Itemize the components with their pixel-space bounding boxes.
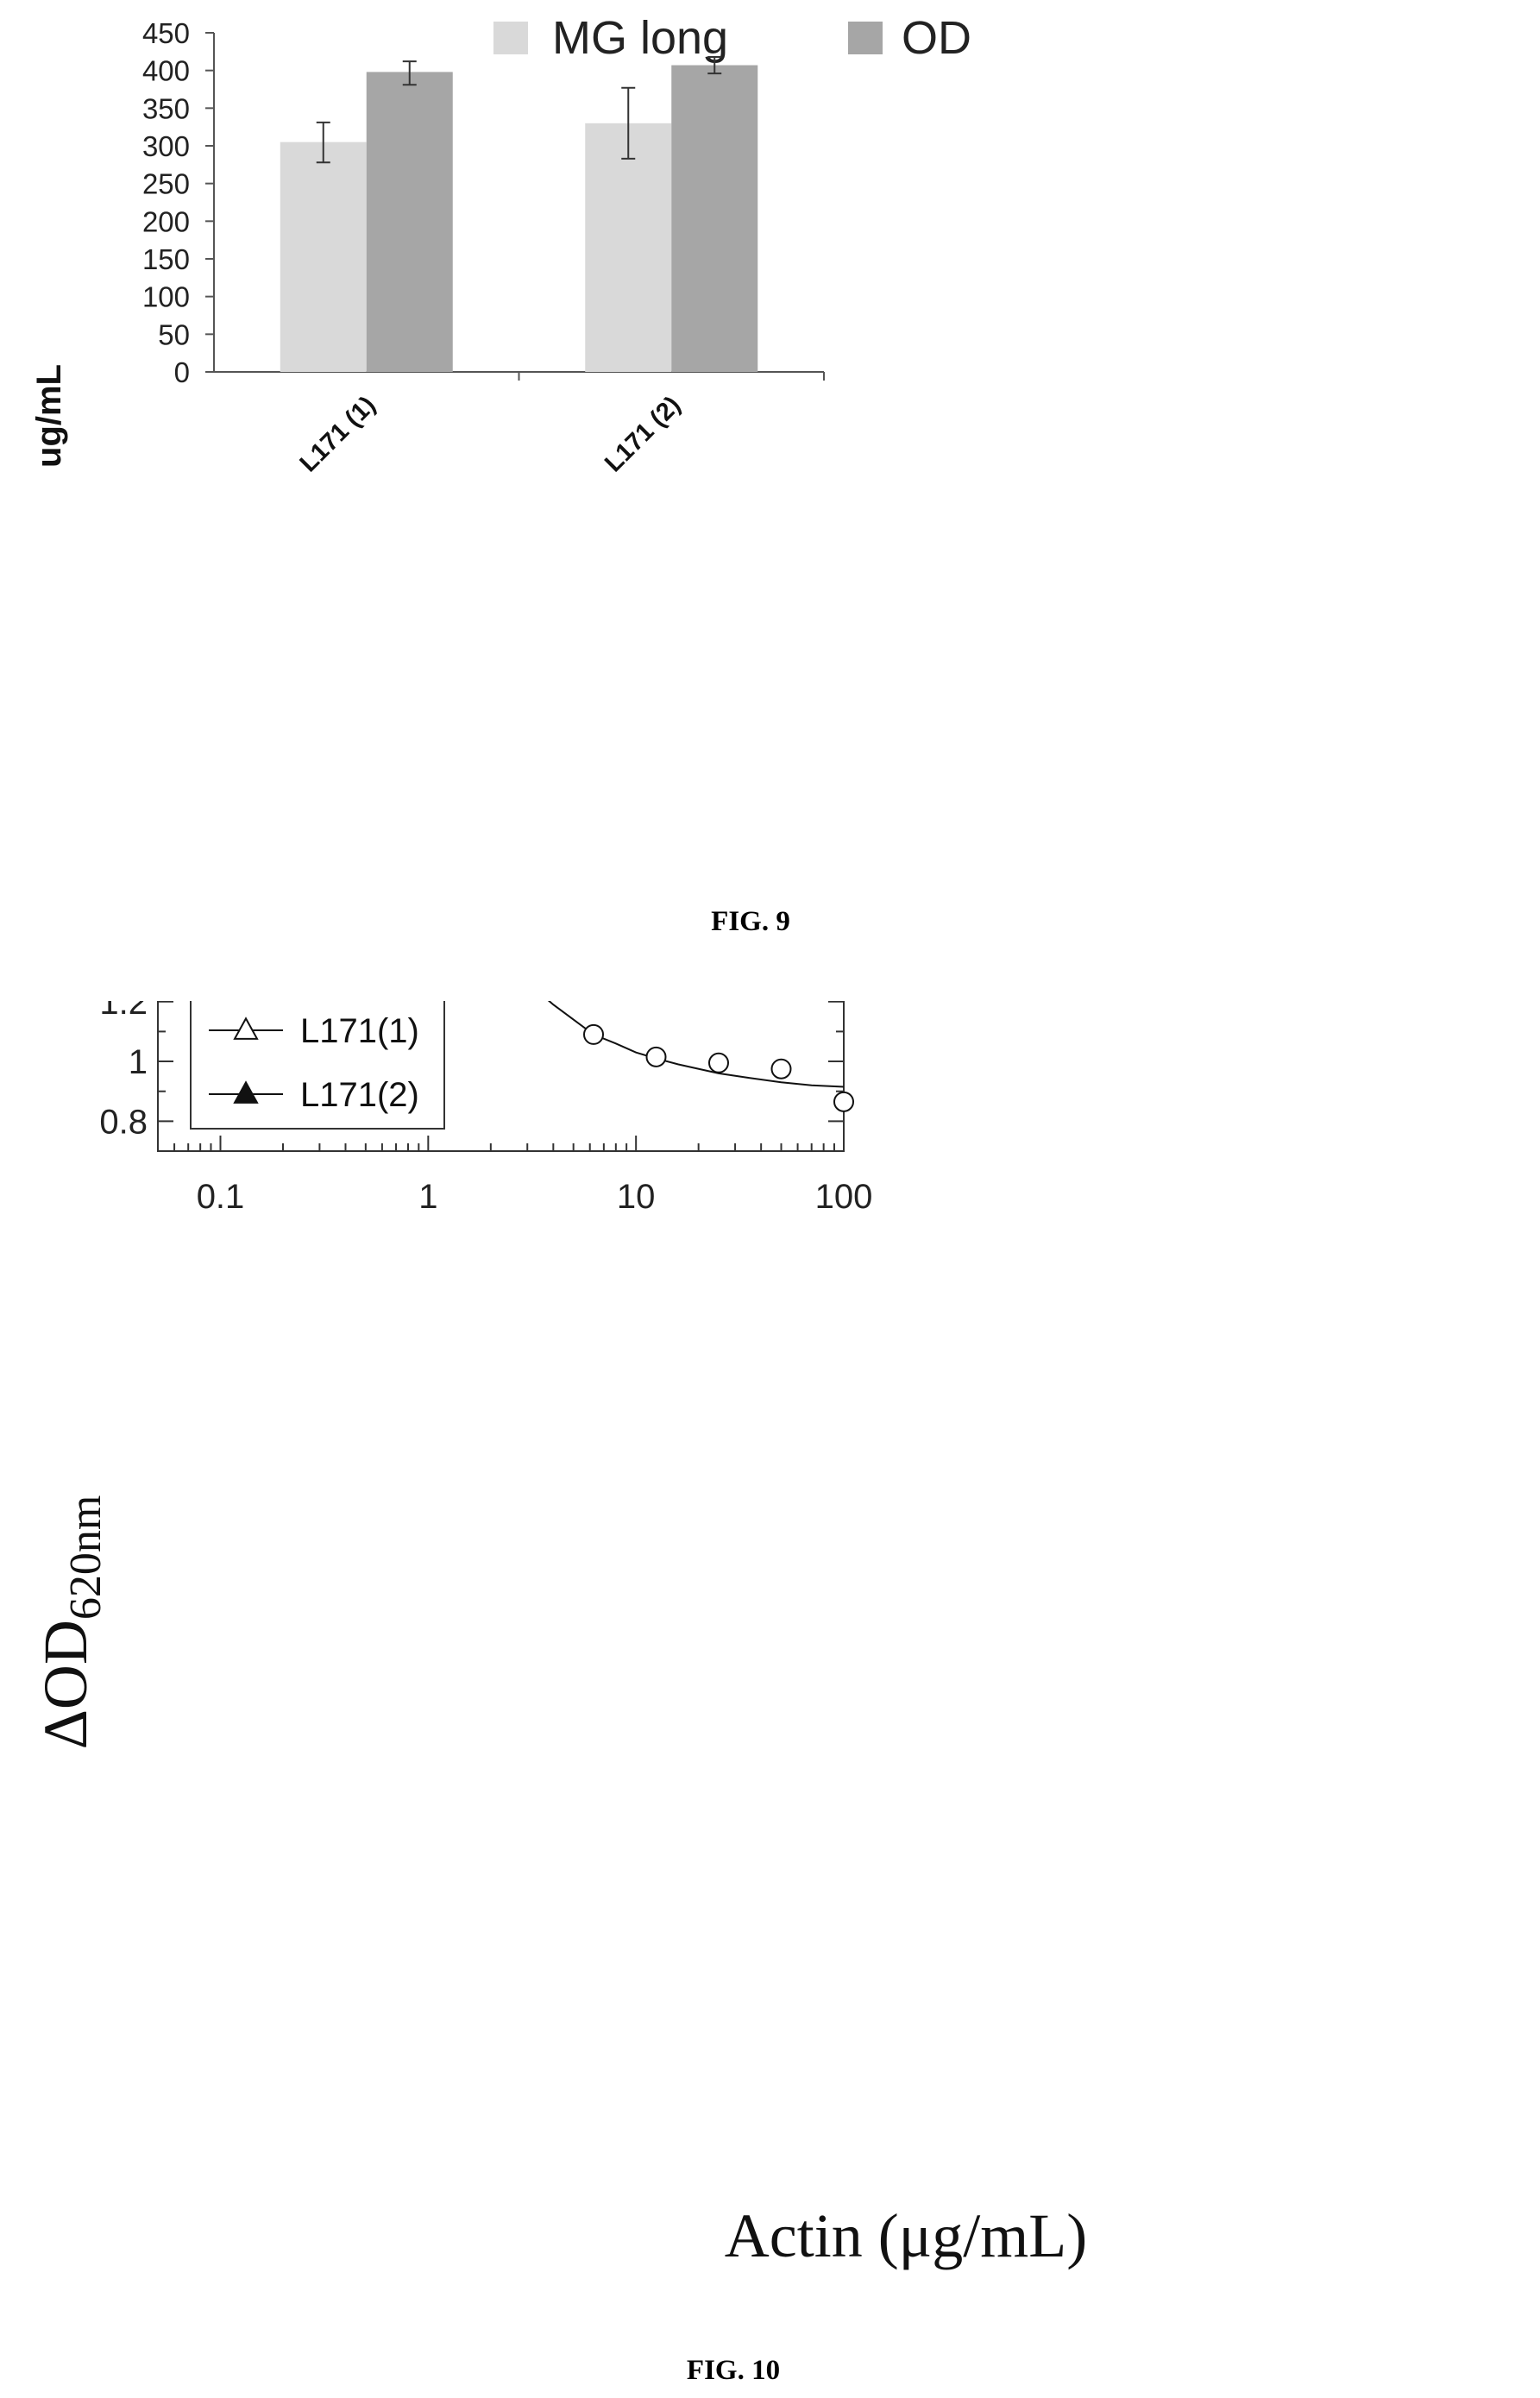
fig10-point-standard: [770, 1058, 792, 1079]
fig10-point-standard: [833, 1091, 854, 1112]
fig9-y-tick-label: 200: [142, 205, 190, 237]
fig10-x-tick-label: 10: [617, 1178, 656, 1216]
fig9-y-tick-label: 50: [158, 318, 190, 350]
fig9-y-tick-label: 0: [174, 356, 190, 388]
fig10-plot-area: 0.811.21.41.61.822.22.40.1110100standard…: [99, 1001, 872, 1216]
fig10-x-axis-label: Actin (μg/mL): [725, 2201, 1088, 2270]
fig9-bar-mg-long-l171-2: [585, 123, 672, 373]
fig9-y-tick-label: 300: [142, 130, 190, 162]
fig9-y-tick-label: 350: [142, 92, 190, 124]
fig10-legend: standardL171(1)L171(2): [190, 1001, 445, 1130]
fig9-y-tick-label: 250: [142, 168, 190, 200]
fig10-y-tick-label: 1: [129, 1043, 148, 1081]
fig9-y-tick-label: 100: [142, 281, 190, 313]
fig10-fit-line-standard: [547, 1001, 845, 1088]
fig10-y-tick-label: 0.8: [99, 1103, 148, 1141]
fig9-legend-label-od: OD: [902, 12, 971, 64]
fig10-point-standard: [645, 1046, 667, 1067]
figure-9-bar-chart: MG long OD ug/mL 0 50 100 150 200 250 300 350 40…: [30, 12, 971, 937]
fig9-y-axis-label: ug/mL: [30, 364, 68, 468]
fig10-legend-marker-l171-1: [233, 1016, 259, 1040]
fig10-plot-frame: [157, 1001, 845, 1152]
figure-10-scatter-chart: ΔOD620nm Actin (μg/mL) 0.811.21.41.61.82…: [31, 1001, 1088, 2386]
fig9-legend: MG long OD: [493, 12, 971, 64]
fig9-legend-swatch-mg-long: [493, 22, 528, 54]
fig10-x-tick-label: 0.1: [197, 1178, 245, 1216]
fig10-x-tick-label: 100: [815, 1178, 873, 1216]
fig9-legend-swatch-od: [848, 22, 883, 54]
fig9-caption: FIG. 9: [711, 906, 790, 937]
fig9-legend-label-mg-long: MG long: [552, 12, 728, 64]
fig10-legend-box: [190, 1001, 445, 1130]
fig9-y-tick-label: 450: [142, 17, 190, 49]
fig9-category-label: L171 (2): [600, 391, 686, 477]
fig10-legend-label-l171-2: L171(2): [300, 1076, 419, 1114]
fig10-y-axis-label: ΔOD620nm: [31, 1495, 110, 1750]
fig10-y-tick-label: 1.2: [99, 1001, 148, 1022]
fig9-y-tick-label: 400: [142, 55, 190, 87]
fig9-bar-od-l171-1: [366, 72, 453, 372]
fig10-caption: FIG. 10: [687, 2355, 780, 2386]
fig10-legend-label-l171-1: L171(1): [300, 1012, 419, 1050]
fig10-point-standard: [583, 1023, 605, 1045]
fig10-legend-marker-l171-2: [233, 1080, 259, 1104]
fig9-bar-mg-long-l171-1: [280, 142, 367, 372]
fig9-plot-area: 0 50 100 150 200 250 300 350 400 450 L171 (1) L171 …: [142, 17, 825, 477]
fig9-bar-od-l171-2: [671, 65, 758, 372]
fig10-point-standard: [708, 1052, 730, 1073]
fig10-y-axis-label-main: ΔOD: [31, 1620, 100, 1749]
fig9-y-tick-label: 150: [142, 243, 190, 275]
fig10-y-axis-label-sub: 620nm: [61, 1495, 110, 1620]
fig9-category-label: L171 (1): [295, 391, 381, 477]
fig10-x-tick-label: 1: [418, 1178, 437, 1216]
